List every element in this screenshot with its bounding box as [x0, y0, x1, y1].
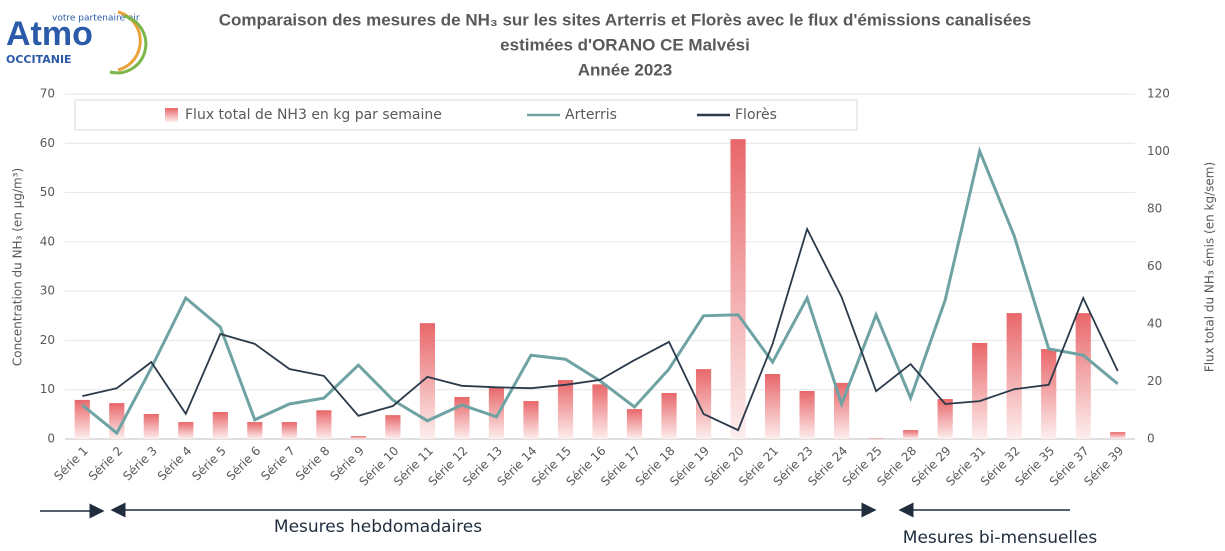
y2-tick-label: 60	[1147, 259, 1162, 273]
chart-title: Comparaison des mesures de NH₃ sur les s…	[219, 10, 1032, 29]
bar	[350, 436, 366, 439]
bar	[1041, 349, 1057, 439]
bar	[1075, 313, 1091, 439]
x-tick-label: Série 5	[189, 444, 229, 484]
x-tick-label: Série 2	[86, 444, 126, 484]
bar	[557, 380, 574, 439]
bar	[1110, 432, 1126, 439]
x-tick-label: Série 8	[293, 444, 333, 484]
y-tick-label: 60	[40, 136, 55, 150]
chart-title: estimées d'ORANO CE Malvési	[500, 35, 750, 54]
bar	[488, 387, 505, 439]
bar	[281, 422, 297, 439]
bar	[903, 430, 919, 439]
grid	[65, 93, 1135, 440]
x-tick-label: Série 7	[258, 444, 298, 484]
bar	[1006, 313, 1022, 439]
bar	[212, 411, 228, 439]
legend-swatch	[165, 108, 178, 122]
bar	[764, 374, 781, 439]
annotation: Mesures hebdomadaires	[274, 517, 482, 537]
bar	[247, 422, 263, 439]
bar	[419, 323, 436, 439]
y2-tick-label: 80	[1147, 202, 1162, 216]
y-tick-label: 70	[40, 87, 55, 101]
legend-label: Arterris	[565, 107, 617, 123]
bar	[799, 390, 815, 439]
bar	[972, 342, 988, 439]
y2-tick-label: 100	[1147, 144, 1170, 158]
y-tick-label: 10	[40, 382, 55, 396]
x-tick-label: Série 6	[224, 444, 264, 484]
y-axis-label: Concentration du NH₃ (en µg/m³)	[11, 168, 25, 366]
bar	[143, 413, 159, 439]
logo-arc	[109, 14, 148, 75]
y-tick-label: 30	[40, 284, 55, 298]
x-tick-label: Série 3	[120, 444, 160, 484]
logo: Atmo votre partenaire air OCCITANIE	[6, 10, 148, 75]
x-tick-label: Série 4	[155, 444, 195, 484]
y-tick-label: 20	[40, 333, 55, 347]
bar	[592, 384, 608, 439]
y2-tick-label: 120	[1147, 87, 1170, 101]
logo-name: Atmo	[6, 15, 93, 53]
bar	[626, 409, 643, 439]
chart-title: Année 2023	[578, 60, 673, 79]
bar	[523, 401, 539, 439]
line	[82, 226, 1119, 432]
y2-tick-label: 40	[1147, 317, 1162, 331]
bar	[385, 415, 401, 439]
bar	[454, 397, 470, 439]
y2-tick-label: 0	[1147, 432, 1155, 446]
y-tick-label: 0	[47, 432, 55, 446]
bar	[316, 410, 332, 439]
x-tick-label: Série 1	[51, 444, 91, 484]
bar	[730, 139, 746, 439]
bar	[178, 422, 194, 439]
legend-label: Florès	[735, 107, 777, 123]
y2-tick-label: 20	[1147, 374, 1162, 388]
logo-region: OCCITANIE	[6, 53, 72, 66]
bar	[937, 399, 953, 439]
annotation: Mesures bi-mensuelles	[903, 528, 1098, 548]
y2-axis-label: Flux total du NH₃ émis (en kg/sem)	[1203, 162, 1217, 372]
y-tick-label: 40	[40, 234, 55, 248]
logo-tagline: votre partenaire air	[52, 14, 140, 24]
bar	[695, 369, 712, 439]
y-tick-label: 50	[40, 185, 55, 199]
legend-label: Flux total de NH3 en kg par semaine	[185, 107, 442, 123]
bar	[661, 393, 677, 439]
bar	[868, 438, 884, 439]
